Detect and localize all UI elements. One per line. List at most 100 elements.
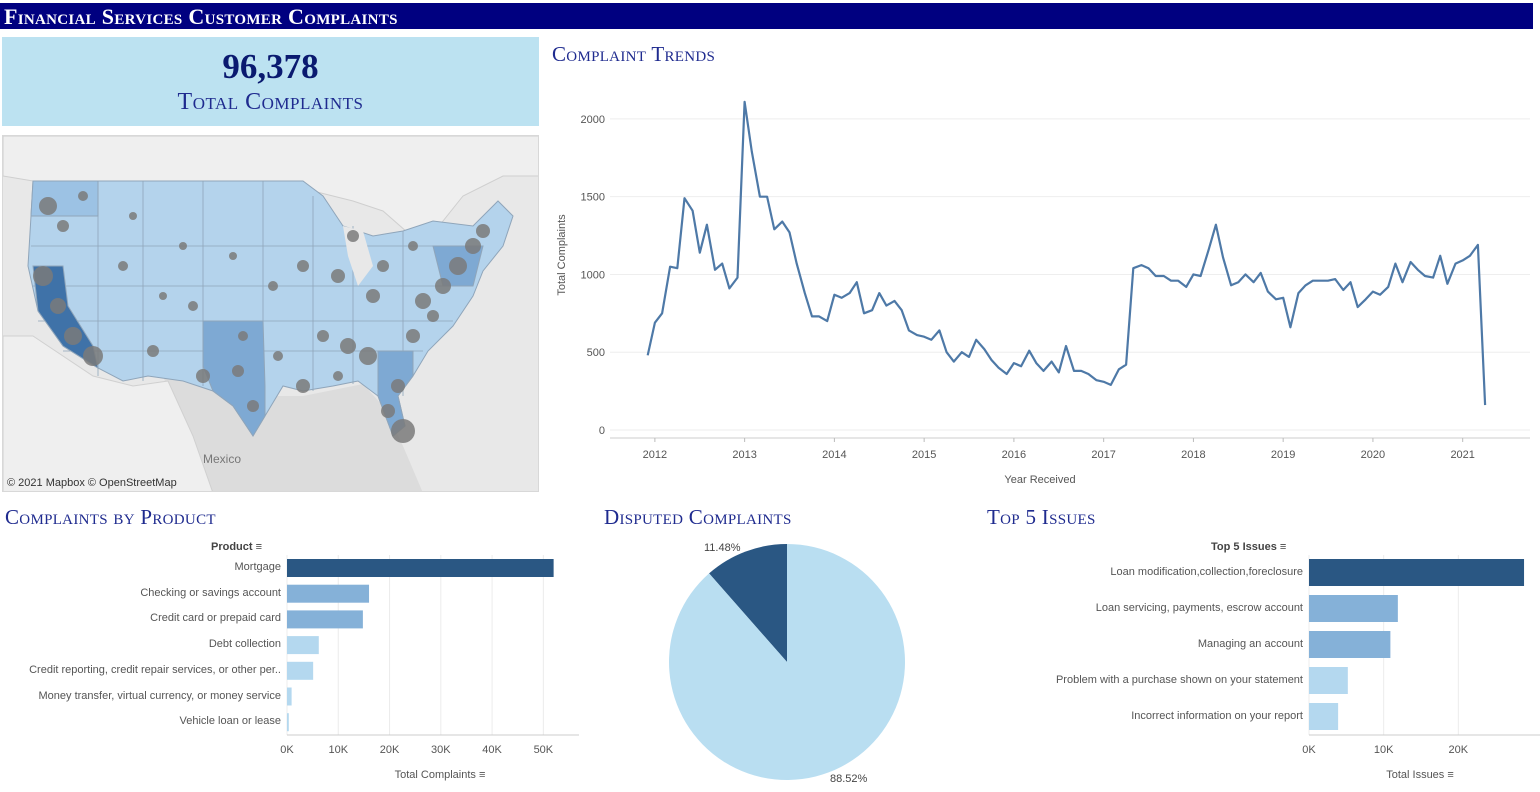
trend-point[interactable] [698, 251, 702, 255]
pie-slice[interactable] [709, 544, 787, 662]
trend-point[interactable] [646, 353, 650, 357]
trend-point[interactable] [1304, 283, 1308, 287]
trend-point[interactable] [1356, 305, 1360, 309]
trend-point[interactable] [1311, 279, 1315, 283]
product-bar[interactable] [287, 584, 370, 603]
trend-point[interactable] [758, 195, 762, 199]
trend-point[interactable] [705, 223, 709, 227]
trend-point[interactable] [1131, 266, 1135, 270]
trend-point[interactable] [1333, 277, 1337, 281]
trend-point[interactable] [675, 266, 679, 270]
trend-point[interactable] [870, 308, 874, 312]
trend-point[interactable] [1438, 254, 1442, 258]
trend-point[interactable] [1476, 243, 1480, 247]
trend-point[interactable] [1102, 380, 1106, 384]
trend-point[interactable] [1445, 282, 1449, 286]
trend-point[interactable] [817, 314, 821, 318]
trend-point[interactable] [1236, 280, 1240, 284]
trend-point[interactable] [997, 366, 1001, 370]
trend-point[interactable] [907, 328, 911, 332]
trend-point[interactable] [1169, 279, 1173, 283]
trend-point[interactable] [1252, 280, 1256, 284]
trend-point[interactable] [720, 262, 724, 266]
trend-point[interactable] [1468, 254, 1472, 258]
trend-point[interactable] [1042, 369, 1046, 373]
trend-point[interactable] [1012, 361, 1016, 365]
trend-point[interactable] [1154, 274, 1158, 278]
trend-point[interactable] [1378, 293, 1382, 297]
trend-point[interactable] [1319, 279, 1323, 283]
trend-point[interactable] [691, 209, 695, 213]
trend-point[interactable] [1176, 279, 1180, 283]
trend-point[interactable] [922, 335, 926, 339]
trend-point[interactable] [1139, 263, 1143, 267]
trend-point[interactable] [1386, 285, 1390, 289]
issues-bar[interactable] [1309, 667, 1348, 694]
trend-point[interactable] [1094, 378, 1098, 382]
issues-header[interactable]: Top 5 Issues ≡ [1211, 541, 1287, 553]
trend-point[interactable] [1034, 361, 1038, 365]
trend-point[interactable] [825, 319, 829, 323]
trend-point[interactable] [1005, 372, 1009, 376]
trend-point[interactable] [1281, 296, 1285, 300]
issues-bar[interactable] [1309, 631, 1391, 658]
trend-series-line[interactable] [646, 100, 1487, 406]
trend-point[interactable] [1057, 370, 1061, 374]
trend-point[interactable] [1259, 271, 1263, 275]
trend-point[interactable] [780, 220, 784, 224]
trend-point[interactable] [1431, 276, 1435, 280]
trend-point[interactable] [727, 286, 731, 290]
trend-point[interactable] [653, 321, 657, 325]
trend-point[interactable] [1423, 274, 1427, 278]
trend-point[interactable] [1461, 258, 1465, 262]
trend-point[interactable] [1348, 280, 1352, 284]
trend-point[interactable] [945, 350, 949, 354]
trend-point[interactable] [1326, 279, 1330, 283]
trend-point[interactable] [1483, 403, 1487, 407]
trend-point[interactable] [967, 355, 971, 359]
trend-point[interactable] [1019, 364, 1023, 368]
trend-point[interactable] [1393, 262, 1397, 266]
trend-point[interactable] [832, 293, 836, 297]
trend-point[interactable] [1243, 272, 1247, 276]
product-svg[interactable]: 0K 10K 20K 30K 40K 50K Total Complaints ≡ [0, 535, 600, 792]
trend-point[interactable] [877, 291, 881, 295]
trend-point[interactable] [1124, 363, 1128, 367]
issues-svg[interactable]: 0K 10K 20K Total Issues ≡ [980, 535, 1540, 792]
trend-point[interactable] [1147, 266, 1151, 270]
trend-point[interactable] [1079, 369, 1083, 373]
trend-point[interactable] [960, 350, 964, 354]
trend-point[interactable] [1064, 344, 1068, 348]
product-bar[interactable] [287, 636, 319, 655]
trend-point[interactable] [1221, 255, 1225, 259]
trend-point[interactable] [989, 358, 993, 362]
trend-point[interactable] [1371, 290, 1375, 294]
trend-point[interactable] [915, 333, 919, 337]
trend-point[interactable] [713, 268, 717, 272]
trend-point[interactable] [1117, 367, 1121, 371]
trend-point[interactable] [884, 304, 888, 308]
trend-point[interactable] [1050, 360, 1054, 364]
trend-point[interactable] [848, 291, 852, 295]
trend-point[interactable] [1274, 297, 1278, 301]
trend-point[interactable] [1296, 291, 1300, 295]
trend-point[interactable] [1199, 274, 1203, 278]
trend-point[interactable] [862, 311, 866, 315]
trend-point[interactable] [1207, 248, 1211, 252]
trend-point[interactable] [660, 311, 664, 315]
product-bar[interactable] [287, 661, 314, 680]
trend-point[interactable] [840, 296, 844, 300]
trend-point[interactable] [1266, 290, 1270, 294]
issues-bar[interactable] [1309, 559, 1525, 586]
map-canvas[interactable] [3, 136, 539, 492]
trend-point[interactable] [1229, 283, 1233, 287]
trend-point[interactable] [1341, 288, 1345, 292]
issues-bar[interactable] [1309, 703, 1339, 730]
trend-point[interactable] [788, 230, 792, 234]
trend-point[interactable] [1086, 372, 1090, 376]
trend-point[interactable] [855, 280, 859, 284]
trend-point[interactable] [900, 308, 904, 312]
product-header[interactable]: Product ≡ [211, 541, 263, 553]
complaints-map[interactable]: Mexico © 2021 Mapbox © OpenStreetMap [2, 135, 539, 492]
trend-point[interactable] [982, 347, 986, 351]
